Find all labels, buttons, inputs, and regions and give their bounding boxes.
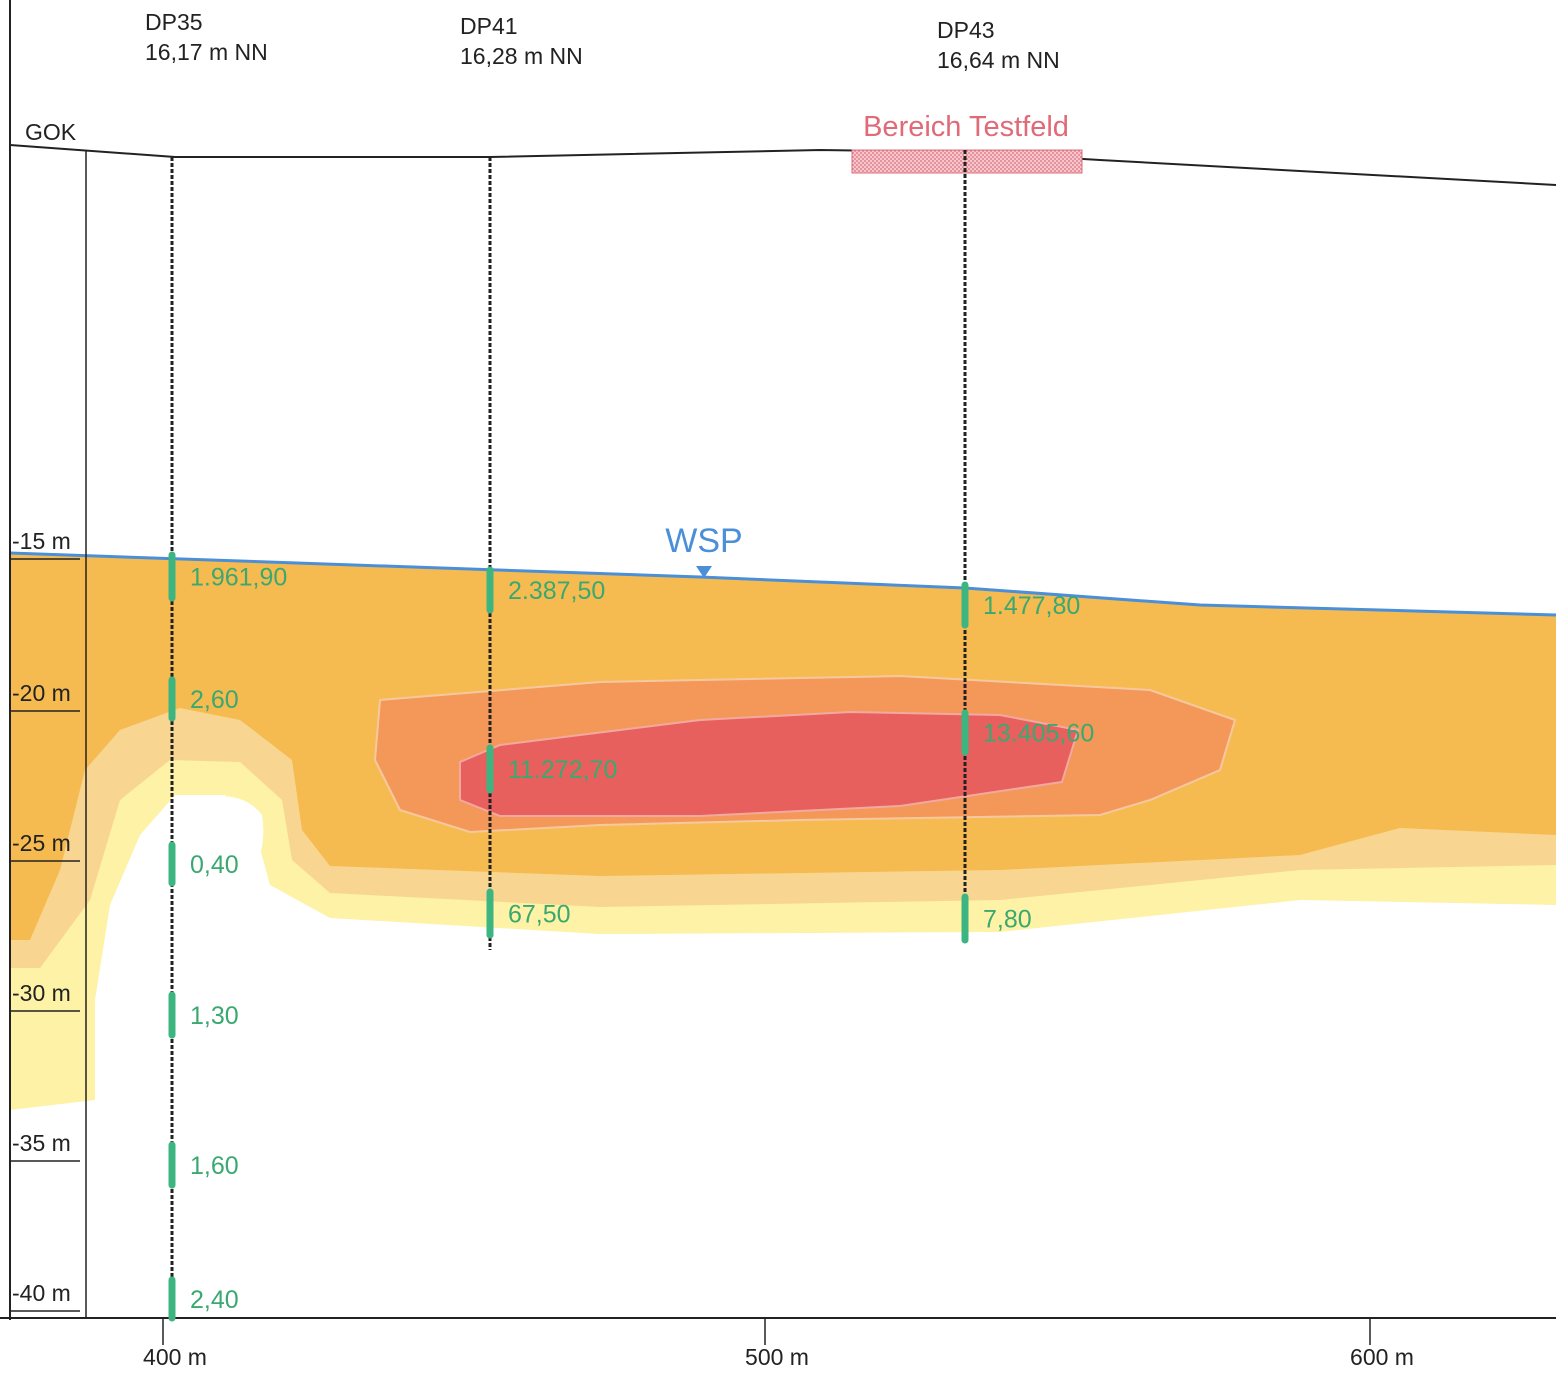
sample-value: 11.272,70 [508, 756, 617, 784]
testfeld-area [852, 150, 1082, 173]
depth-tick-label: -25 m [12, 830, 71, 856]
distance-tick-label: 600 m [1350, 1344, 1414, 1370]
gok-label: GOK [25, 119, 77, 145]
sample-value: 2.387,50 [508, 577, 605, 605]
sample-value: 1,60 [190, 1152, 239, 1180]
sample-value: 1.961,90 [190, 564, 287, 592]
borehole-elevation: 16,64 m NN [937, 47, 1060, 73]
wsp-label: WSP [665, 522, 742, 560]
borehole-elevation: 16,17 m NN [145, 39, 268, 65]
sample-value: 13.405,60 [983, 720, 1094, 748]
distance-tick-label: 400 m [143, 1344, 207, 1370]
depth-tick-label: -30 m [12, 980, 71, 1006]
borehole-name: DP41 [460, 13, 518, 39]
sample-value: 2,60 [190, 686, 239, 714]
cross-section: GOK Bereich Testfeld WSP -15 m -20 m -25 m… [0, 0, 1556, 1381]
sample-value: 7,80 [983, 906, 1032, 934]
depth-tick-label: -15 m [12, 528, 71, 554]
distance-tick-label: 500 m [745, 1344, 809, 1370]
sample-value: 1.477,80 [983, 592, 1080, 620]
depth-tick-label: -20 m [12, 680, 71, 706]
contamination-layers [10, 553, 1556, 1316]
ground-line [10, 145, 1556, 185]
borehole-name: DP43 [937, 17, 995, 43]
sample-value: 1,30 [190, 1002, 239, 1030]
depth-tick-label: -40 m [12, 1280, 71, 1306]
sample-value: 67,50 [508, 901, 571, 929]
depth-tick-label: -35 m [12, 1130, 71, 1156]
testfeld-label: Bereich Testfeld [863, 111, 1069, 143]
sample-value: 2,40 [190, 1286, 239, 1314]
borehole-elevation: 16,28 m NN [460, 43, 583, 69]
sample-value: 0,40 [190, 851, 239, 879]
borehole-name: DP35 [145, 9, 203, 35]
